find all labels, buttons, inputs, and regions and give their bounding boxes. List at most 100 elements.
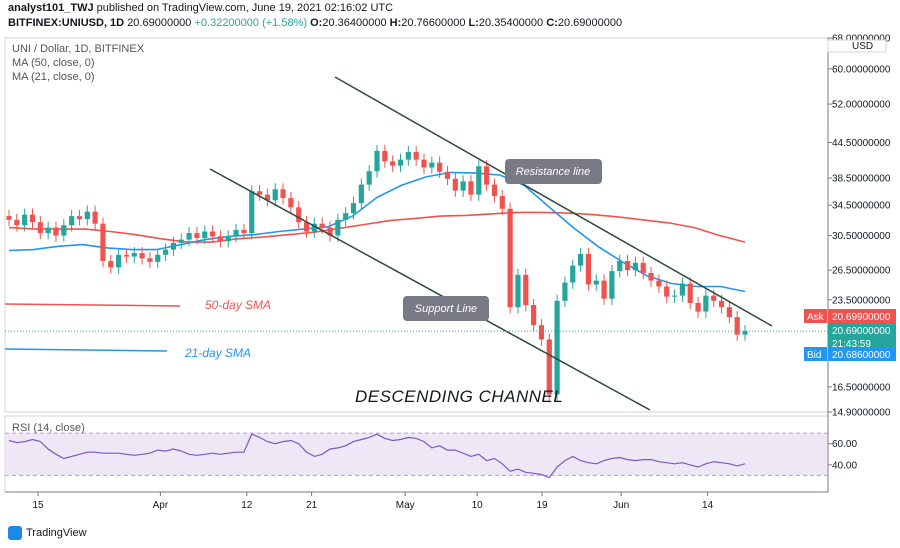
candle — [570, 259, 576, 289]
last-price: 20.69000000 — [127, 17, 192, 29]
symbol-line: BITFINEX:UNIUSD, 1D 20.69000000 +0.32200… — [8, 17, 622, 29]
candle — [687, 277, 693, 310]
candle — [374, 144, 380, 178]
candle-body — [186, 233, 192, 240]
chart-header: analyst101_TWJ published on TradingView.… — [0, 0, 900, 38]
candle — [303, 216, 310, 238]
candle-body — [233, 229, 239, 237]
candle — [562, 276, 568, 308]
candle — [695, 296, 701, 318]
symbol-name[interactable]: BITFINEX:UNIUSD, 1D — [8, 17, 125, 29]
candle — [413, 145, 419, 166]
price-change: +0.32200000 (+1.58%) — [194, 17, 308, 29]
candle-body — [116, 254, 122, 268]
candle-body — [656, 280, 662, 287]
candle — [225, 230, 231, 248]
candle-body — [311, 223, 317, 232]
candle — [209, 225, 216, 243]
candle — [288, 192, 294, 214]
candle-body — [429, 162, 435, 168]
candle-body — [155, 254, 161, 262]
candle — [45, 221, 51, 240]
candle-body — [562, 282, 568, 301]
candle — [335, 213, 341, 242]
legend-ma50[interactable]: MA (50, close, 0) — [12, 57, 95, 69]
candle — [170, 236, 177, 256]
candle — [460, 175, 466, 197]
candle-body — [194, 233, 200, 238]
time-tick-label: May — [396, 500, 415, 511]
time-tick-label: 14 — [702, 500, 714, 511]
candle — [311, 217, 317, 238]
author-name[interactable]: analyst101_TWJ — [8, 2, 94, 14]
candle-body — [241, 229, 247, 234]
bid-price: 20.68600000 — [832, 350, 891, 361]
candle — [202, 225, 208, 245]
candle-body — [374, 150, 380, 172]
candle — [343, 207, 349, 227]
candle — [139, 247, 145, 265]
time-tick-label: 21 — [306, 500, 318, 511]
main-pane-frame — [4, 37, 829, 413]
candle — [14, 213, 20, 232]
rsi-line — [8, 433, 746, 479]
candle-body — [147, 258, 153, 262]
brand-name[interactable]: TradingView — [26, 527, 87, 539]
candle — [84, 205, 90, 226]
candle-body — [538, 325, 545, 340]
legend-ma21[interactable]: MA (21, close, 0) — [12, 71, 95, 83]
candle-body — [382, 150, 388, 162]
candle-body — [343, 213, 349, 220]
price-tick-label: 23.50000000 — [832, 295, 891, 306]
candle — [22, 208, 28, 232]
candle — [664, 280, 670, 303]
candle — [640, 256, 646, 280]
price-tick-label: 14.90000000 — [832, 408, 891, 419]
candle-body — [350, 203, 357, 214]
ask-label-box — [804, 309, 827, 323]
bid-label-box — [804, 347, 827, 361]
candle — [131, 247, 137, 263]
candle-body — [593, 280, 599, 285]
candle — [671, 289, 678, 303]
candle-body — [100, 223, 106, 262]
candle — [601, 274, 607, 305]
close-label: C: — [546, 17, 558, 29]
candle-body — [397, 159, 404, 166]
close-value: 20.69000000 — [557, 17, 623, 29]
candle — [476, 160, 482, 201]
candle — [531, 298, 537, 332]
candle-body — [695, 302, 701, 312]
candle — [546, 333, 552, 401]
price-tick-label: 60.00000000 — [832, 64, 891, 75]
bid-label: Bid — [807, 350, 821, 361]
candle — [61, 219, 67, 242]
candle-body — [280, 189, 286, 199]
price-tick-label: 52.00000000 — [832, 100, 891, 111]
candle — [69, 210, 75, 232]
candle — [437, 156, 443, 179]
candle — [468, 175, 474, 201]
candle — [382, 144, 388, 168]
currency-tag: USD — [852, 41, 873, 52]
candle-body — [515, 274, 521, 308]
candle — [609, 265, 615, 305]
legend-rsi[interactable]: RSI (14, close) — [12, 422, 85, 434]
high-label: H: — [389, 17, 402, 29]
candle — [116, 248, 122, 274]
candle-body — [6, 216, 12, 220]
currency-tag-box — [827, 39, 887, 53]
candle — [233, 223, 239, 243]
candle-body — [437, 162, 443, 172]
candle-body — [264, 194, 270, 201]
ma21-line — [8, 171, 746, 293]
candle — [648, 266, 654, 287]
time-tick-label: 19 — [536, 500, 548, 511]
candle — [734, 311, 740, 341]
price-tick-label: 30.50000000 — [832, 231, 891, 242]
time-tick-label: 12 — [241, 500, 253, 511]
candle-body — [617, 261, 623, 272]
candle — [296, 201, 302, 229]
candle-body — [742, 331, 748, 335]
